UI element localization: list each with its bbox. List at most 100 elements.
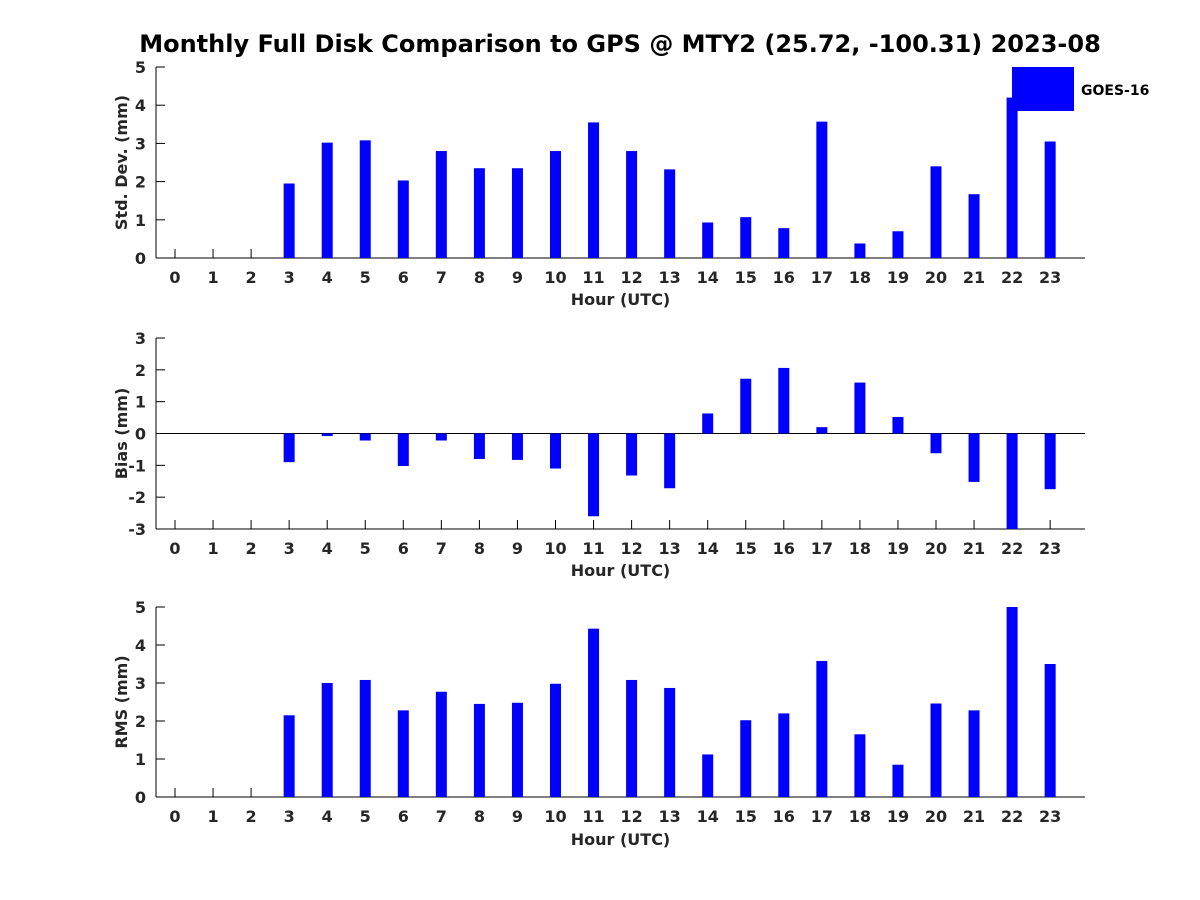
y-tick-label: 1 <box>135 750 146 769</box>
x-tick-label: 13 <box>659 807 681 826</box>
bar <box>397 710 409 797</box>
bar <box>435 691 447 797</box>
bar <box>664 433 676 489</box>
x-tick-label: 5 <box>360 539 371 558</box>
x-tick-label: 21 <box>963 539 985 558</box>
x-tick-label: 13 <box>659 268 681 287</box>
x-tick-label: 6 <box>398 268 409 287</box>
x-tick-label: 6 <box>398 807 409 826</box>
x-tick-label: 18 <box>849 539 871 558</box>
x-tick-label: 10 <box>544 539 566 558</box>
y-tick-label: 3 <box>135 674 146 693</box>
x-tick-label: 19 <box>887 807 909 826</box>
bar <box>968 194 980 258</box>
bar <box>816 427 828 434</box>
bar <box>397 433 409 466</box>
x-tick-label: 9 <box>512 539 523 558</box>
bar <box>435 433 447 441</box>
x-tick-label: 17 <box>811 268 833 287</box>
bar <box>968 433 980 482</box>
x-tick-label: 0 <box>169 539 180 558</box>
legend-label: GOES-16 <box>1081 83 1149 99</box>
x-tick-label: 8 <box>474 807 485 826</box>
bar <box>588 122 600 258</box>
x-tick-label: 6 <box>398 539 409 558</box>
x-tick-label: 10 <box>544 268 566 287</box>
x-axis-label: Hour (UTC) <box>571 830 671 849</box>
x-tick-label: 9 <box>512 268 523 287</box>
bar <box>740 720 752 797</box>
x-tick-label: 2 <box>246 807 257 826</box>
x-tick-label: 16 <box>773 268 795 287</box>
bar <box>283 183 295 258</box>
bar <box>930 433 942 454</box>
y-axis-label: Bias (mm) <box>112 388 131 480</box>
bar <box>626 151 638 258</box>
y-tick-label: -1 <box>128 456 146 475</box>
x-tick-label: 15 <box>735 539 757 558</box>
x-tick-label: 3 <box>284 268 295 287</box>
bar <box>321 683 333 797</box>
x-tick-label: 23 <box>1039 807 1061 826</box>
x-tick-label: 13 <box>659 539 681 558</box>
x-tick-label: 20 <box>925 807 947 826</box>
x-tick-label: 23 <box>1039 539 1061 558</box>
x-tick-label: 19 <box>887 539 909 558</box>
x-tick-label: 14 <box>697 807 719 826</box>
x-tick-label: 15 <box>735 268 757 287</box>
x-tick-label: 23 <box>1039 268 1061 287</box>
bar <box>816 660 828 797</box>
bar <box>778 713 790 797</box>
x-axis-label: Hour (UTC) <box>571 561 671 580</box>
bar <box>550 151 561 258</box>
x-tick-label: 4 <box>322 268 333 287</box>
y-tick-label: -3 <box>128 520 146 539</box>
bar <box>778 228 790 258</box>
x-axis-label: Hour (UTC) <box>571 290 671 309</box>
x-tick-label: 12 <box>620 539 642 558</box>
bar <box>550 433 561 469</box>
bar <box>321 142 333 258</box>
bar <box>702 754 714 797</box>
x-tick-label: 2 <box>246 539 257 558</box>
x-tick-label: 0 <box>169 807 180 826</box>
x-tick-label: 19 <box>887 268 909 287</box>
bar <box>511 433 523 460</box>
y-tick-label: 3 <box>135 329 146 348</box>
bar <box>664 169 676 258</box>
bar <box>511 702 523 797</box>
x-tick-label: 0 <box>169 268 180 287</box>
bar <box>892 231 904 258</box>
bar <box>702 222 714 258</box>
x-tick-label: 12 <box>620 268 642 287</box>
x-tick-label: 17 <box>811 807 833 826</box>
bar <box>1006 97 1018 258</box>
x-tick-label: 20 <box>925 268 947 287</box>
x-tick-label: 20 <box>925 539 947 558</box>
bar <box>930 703 942 797</box>
y-tick-label: -2 <box>128 488 146 507</box>
x-tick-label: 4 <box>322 807 333 826</box>
x-tick-label: 8 <box>474 268 485 287</box>
x-tick-label: 7 <box>436 807 447 826</box>
bar <box>1006 433 1018 529</box>
y-tick-label: 5 <box>135 58 146 77</box>
y-axis-label: Std. Dev. (mm) <box>112 95 131 230</box>
bar <box>473 433 485 459</box>
bar <box>626 679 638 797</box>
y-tick-label: 1 <box>135 211 146 230</box>
y-tick-label: 2 <box>135 173 146 192</box>
bar <box>854 734 866 797</box>
bar <box>778 367 790 434</box>
x-tick-label: 14 <box>697 539 719 558</box>
x-tick-label: 2 <box>246 268 257 287</box>
x-tick-label: 11 <box>582 807 604 826</box>
y-tick-label: 4 <box>135 636 146 655</box>
bar <box>1044 141 1056 258</box>
bar <box>588 433 600 517</box>
bar <box>930 166 942 258</box>
bar <box>283 715 295 797</box>
bar <box>740 378 752 434</box>
bar <box>359 140 371 258</box>
bar <box>1044 664 1056 797</box>
